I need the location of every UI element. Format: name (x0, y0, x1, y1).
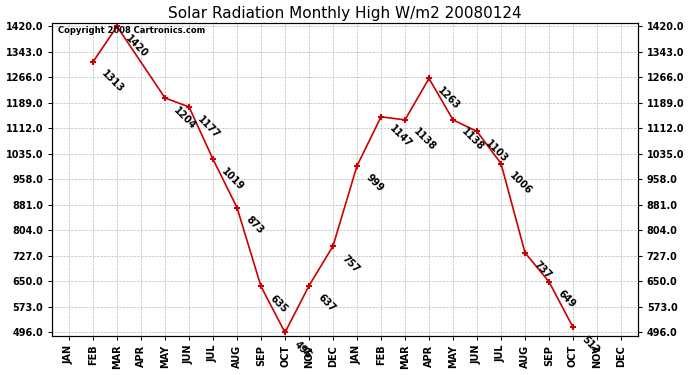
Text: 873: 873 (244, 214, 266, 236)
Text: 757: 757 (340, 253, 362, 274)
Text: 737: 737 (532, 260, 553, 281)
Text: 1103: 1103 (484, 138, 510, 165)
Text: 649: 649 (556, 289, 578, 310)
Text: 1313: 1313 (100, 69, 126, 95)
Text: 999: 999 (364, 173, 385, 194)
Text: 1263: 1263 (436, 86, 462, 111)
Title: Solar Radiation Monthly High W/m2 20080124: Solar Radiation Monthly High W/m2 200801… (168, 6, 522, 21)
Text: 1138: 1138 (460, 127, 486, 153)
Text: 512: 512 (580, 334, 601, 356)
Text: 1177: 1177 (196, 114, 222, 140)
Text: 1147: 1147 (388, 124, 414, 150)
Text: 635: 635 (268, 293, 289, 315)
Text: 496: 496 (292, 339, 313, 361)
Text: 1420: 1420 (124, 33, 150, 60)
Text: 1006: 1006 (508, 171, 534, 196)
Text: 1204: 1204 (172, 105, 198, 131)
Text: 637: 637 (316, 293, 337, 314)
Text: 1138: 1138 (412, 127, 438, 153)
Text: 1019: 1019 (220, 166, 246, 192)
Text: Copyright 2008 Cartronics.com: Copyright 2008 Cartronics.com (58, 26, 206, 35)
